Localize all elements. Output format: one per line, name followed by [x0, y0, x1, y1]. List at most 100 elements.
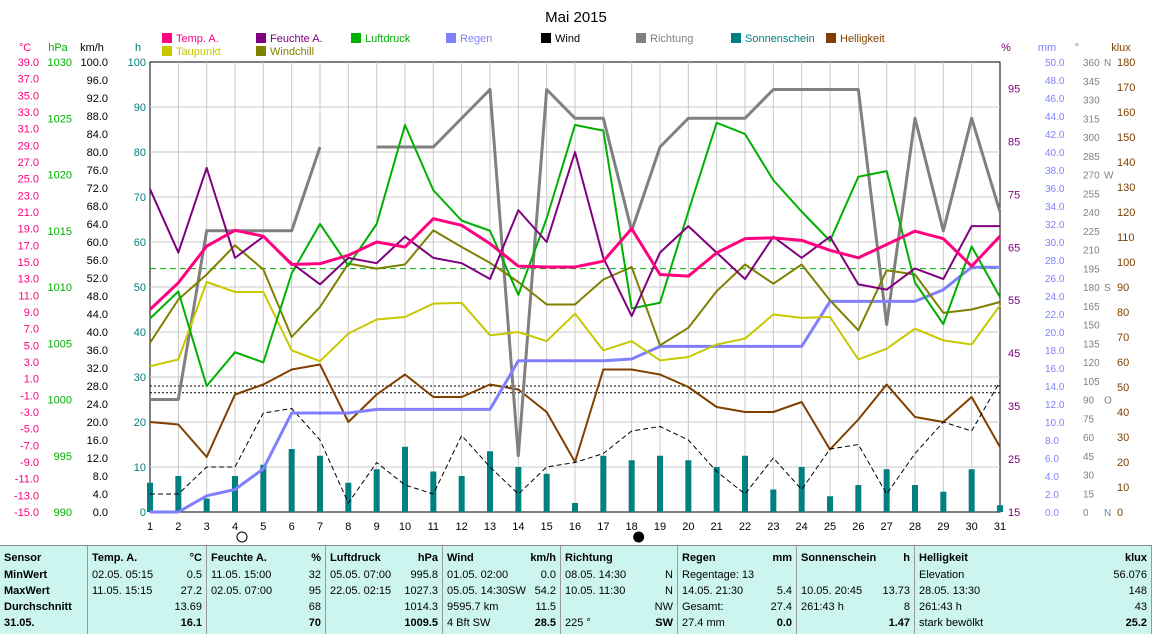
summary-cell-row: Gesamt: 27.4 — [682, 599, 792, 615]
axis-tick-direction_deg: 330 — [1083, 96, 1100, 107]
summary-cell-value: 28.5 — [534, 617, 556, 629]
x-tick-label: 3 — [204, 521, 210, 533]
axis-tick-sun_h: 70 — [134, 192, 146, 204]
axis-tick-lux_klux: 140 — [1117, 157, 1135, 169]
axis-tick-lux_klux: 130 — [1117, 182, 1135, 194]
axis-tick-temp_c: 5.0 — [24, 340, 39, 352]
legend-swatch — [162, 33, 172, 43]
axis-tick-sun_h: 90 — [134, 102, 146, 114]
summary-cell-value: 43 — [1134, 601, 1147, 613]
summary-cell-note: 27.4 mm — [682, 617, 725, 629]
summary-cell-value: N — [665, 585, 673, 597]
summary-cell-value: 27.2 — [180, 585, 202, 597]
axis-tick-direction_deg: 15 — [1083, 489, 1095, 500]
axis-tick-sun_h: 80 — [134, 147, 146, 159]
summary-cell-note: 01.05. 02:00 — [447, 569, 509, 581]
summary-cell-row: NW — [565, 599, 673, 615]
axis-tick-lux_klux: 150 — [1117, 132, 1135, 144]
summary-cell-note: 14.05. 21:30 — [682, 585, 744, 597]
axis-tick-humidity_pct: 25 — [1008, 454, 1020, 466]
x-tick-label: 17 — [597, 521, 609, 533]
axis-tick-wind_kmh: 56.0 — [87, 255, 108, 267]
axis-tick-rain_mm: 28.0 — [1045, 256, 1065, 267]
sun-bar — [657, 455, 663, 512]
axis-tick-wind_kmh: 12.0 — [87, 453, 108, 465]
compass-label: W — [1104, 171, 1114, 182]
x-tick-label: 19 — [654, 521, 666, 533]
sun-bar — [572, 503, 578, 512]
summary-cell-value: 11.5 — [535, 601, 556, 613]
summary-column: Luftdruck hPa 05.05. 07:00 995.8 22.05. 02:1… — [326, 546, 443, 634]
summary-cell-value: 0.0 — [540, 569, 556, 581]
summary-cell-row: 1009.5 — [330, 615, 438, 631]
x-tick-label: 30 — [966, 521, 978, 533]
summary-label-today: 31.05. — [4, 617, 35, 629]
summary-column-header: Helligkeit klux — [919, 550, 1147, 566]
axis-tick-lux_klux: 180 — [1117, 57, 1135, 69]
axis-tick-rain_mm: 26.0 — [1045, 274, 1065, 285]
sun-bar — [373, 469, 380, 512]
axis-tick-pressure_hpa: 1000 — [48, 395, 72, 407]
legend-label: Sonnenschein — [745, 33, 815, 45]
axis-tick-direction_deg: 180 — [1083, 283, 1100, 294]
summary-column: Richtung 08.05. 14:30 N 10.05. 11:30 N NW 225 … — [561, 546, 678, 634]
axis-tick-temp_c: 35.0 — [18, 90, 39, 102]
summary-column-header: Feuchte A.% — [211, 550, 321, 566]
summary-cell-note: 11.05. 15:15 — [92, 585, 153, 597]
x-tick-label: 6 — [289, 521, 295, 533]
x-tick-label: 7 — [317, 521, 323, 533]
summary-label-min: MinWert — [4, 569, 48, 581]
summary-column: Wind km/h 01.05. 02:00 0.0 05.05. 14:30SW 54.… — [443, 546, 561, 634]
summary-cell-note: 225 ° — [565, 617, 591, 629]
summary-cell-note: 4 Bft SW — [447, 617, 491, 629]
summary-label-max: MaxWert — [4, 585, 50, 597]
summary-cell-note: 11.05. 15:00 — [211, 569, 272, 581]
axis-label-rain_mm: mm — [1038, 42, 1056, 54]
axis-tick-lux_klux: 110 — [1117, 232, 1135, 244]
axis-tick-rain_mm: 18.0 — [1045, 346, 1065, 357]
summary-cell-row: 08.05. 14:30 N — [565, 567, 673, 583]
x-tick-label: 8 — [345, 521, 351, 533]
axis-tick-temp_c: 31.0 — [18, 124, 39, 136]
axis-tick-temp_c: -3.0 — [20, 407, 39, 419]
series-line-luftdruck — [149, 121, 1001, 387]
series-line-regen — [150, 265, 1000, 514]
summary-cell-note: 261:43 h — [919, 601, 962, 613]
summary-column-header: Temp. A. °C — [92, 550, 202, 566]
axis-tick-pressure_hpa: 1025 — [48, 113, 72, 125]
axis-tick-direction_deg: 165 — [1083, 302, 1100, 313]
axis-tick-rain_mm: 20.0 — [1045, 328, 1065, 339]
summary-table: Sensor MinWert MaxWert Durchschnitt 31.0… — [0, 545, 1152, 634]
axis-tick-direction_deg: 300 — [1083, 133, 1100, 144]
summary-column-header: Richtung — [565, 550, 673, 566]
axis-tick-pressure_hpa: 995 — [54, 451, 72, 463]
summary-cell-row: 261:43 h 43 — [919, 599, 1147, 615]
summary-cell-value: 32 — [308, 569, 321, 581]
axis-tick-sun_h: 10 — [134, 462, 146, 474]
summary-column-name: Sonnenschein — [801, 552, 877, 564]
summary-cell-note: 9595.7 km — [447, 601, 499, 613]
axis-label-pressure_hpa: hPa — [48, 42, 68, 54]
summary-cell-note: 28.05. 13:30 — [919, 585, 981, 597]
summary-cell-note: 22.05. 02:15 — [330, 585, 392, 597]
axis-tick-temp_c: 13.0 — [18, 274, 39, 286]
axis-tick-wind_kmh: 96.0 — [87, 75, 108, 87]
axis-tick-wind_kmh: 100.0 — [80, 57, 108, 69]
axis-tick-temp_c: 25.0 — [18, 174, 39, 186]
x-tick-label: 31 — [994, 521, 1006, 533]
summary-column-name: Temp. A. — [92, 552, 138, 564]
summary-cell-value: 16.1 — [180, 617, 202, 629]
x-tick-label: 13 — [484, 521, 496, 533]
axis-tick-wind_kmh: 72.0 — [87, 183, 108, 195]
summary-label-avg: Durchschnitt — [4, 601, 72, 613]
axis-tick-humidity_pct: 55 — [1008, 295, 1020, 307]
legend-label: Wind — [555, 33, 580, 45]
axis-tick-rain_mm: 0.0 — [1045, 508, 1059, 519]
summary-cell-row: 02.05. 07:00 95 — [211, 583, 321, 599]
sun-bar — [232, 476, 238, 512]
axis-tick-humidity_pct: 75 — [1008, 189, 1020, 201]
axis-tick-temp_c: -1.0 — [20, 390, 39, 402]
axis-tick-temp_c: 1.0 — [24, 374, 39, 386]
sun-bar — [543, 473, 550, 512]
summary-cell-row: stark bewölkt 25.2 — [919, 615, 1147, 631]
